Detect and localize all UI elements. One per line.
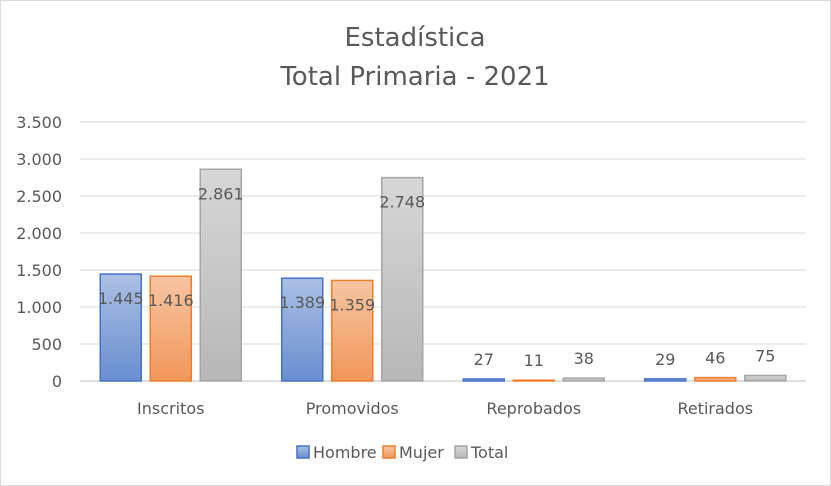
bar-mujer-promovidos[interactable] [331, 279, 374, 382]
x-category-label: Reprobados [486, 399, 581, 418]
data-label: 2.748 [379, 193, 425, 212]
data-label: 1.416 [148, 291, 194, 310]
chart-title-line2: Total Primaria - 2021 [279, 62, 549, 92]
data-label: 2.861 [198, 184, 244, 203]
legend-label-total: Total [470, 443, 508, 462]
bar-total-promovidos[interactable] [381, 176, 424, 382]
data-label: 11 [524, 351, 544, 370]
data-label: 75 [755, 346, 775, 365]
data-labels: 1.445 1.416 2.861 1.389 1.359 2.748 27 11 38 29 46… [98, 184, 776, 370]
data-label: 29 [655, 350, 675, 369]
x-category-label: Promovidos [306, 399, 399, 418]
legend-label-mujer: Mujer [399, 443, 444, 462]
data-label: 1.445 [98, 289, 144, 308]
data-label: 38 [574, 349, 594, 368]
legend: Hombre Mujer Total [296, 443, 508, 462]
y-tick-label: 3.500 [16, 113, 62, 132]
bar-total-reprobados[interactable] [562, 377, 605, 382]
bar-total-inscritos[interactable] [199, 168, 242, 382]
y-tick-label: 500 [31, 335, 62, 354]
data-label: 1.359 [329, 295, 375, 314]
y-tick-label: 3.000 [16, 150, 62, 169]
legend-label-hombre: Hombre [313, 443, 377, 462]
legend-swatch-mujer [382, 445, 396, 459]
data-label: 27 [474, 350, 494, 369]
bar-mujer-inscritos[interactable] [149, 275, 192, 382]
data-label: 46 [705, 349, 725, 368]
y-tick-label: 2.000 [16, 224, 62, 243]
bars [99, 168, 787, 382]
bar-mujer-retirados[interactable] [694, 376, 737, 382]
bar-hombre-promovidos[interactable] [281, 277, 324, 382]
y-axis-ticks: 0 500 1.000 1.500 2.000 2.500 3.000 3.500 [16, 113, 62, 391]
x-axis-categories: Inscritos Promovidos Reprobados Retirados [137, 399, 753, 418]
legend-swatch-hombre [296, 445, 310, 459]
bar-hombre-inscritos[interactable] [99, 273, 142, 382]
y-tick-label: 2.500 [16, 187, 62, 206]
x-category-label: Inscritos [137, 399, 204, 418]
y-tick-label: 0 [52, 372, 62, 391]
bar-mujer-reprobados[interactable] [512, 379, 555, 382]
bar-hombre-retirados[interactable] [644, 378, 687, 382]
legend-swatch-total [454, 445, 468, 459]
x-category-label: Retirados [677, 399, 753, 418]
bar-total-retirados[interactable] [744, 374, 787, 382]
bar-hombre-reprobados[interactable] [462, 378, 505, 382]
data-label: 1.389 [279, 293, 325, 312]
chart-title-line1: Estadística [344, 23, 485, 53]
y-tick-label: 1.500 [16, 261, 62, 280]
y-tick-label: 1.000 [16, 298, 62, 317]
